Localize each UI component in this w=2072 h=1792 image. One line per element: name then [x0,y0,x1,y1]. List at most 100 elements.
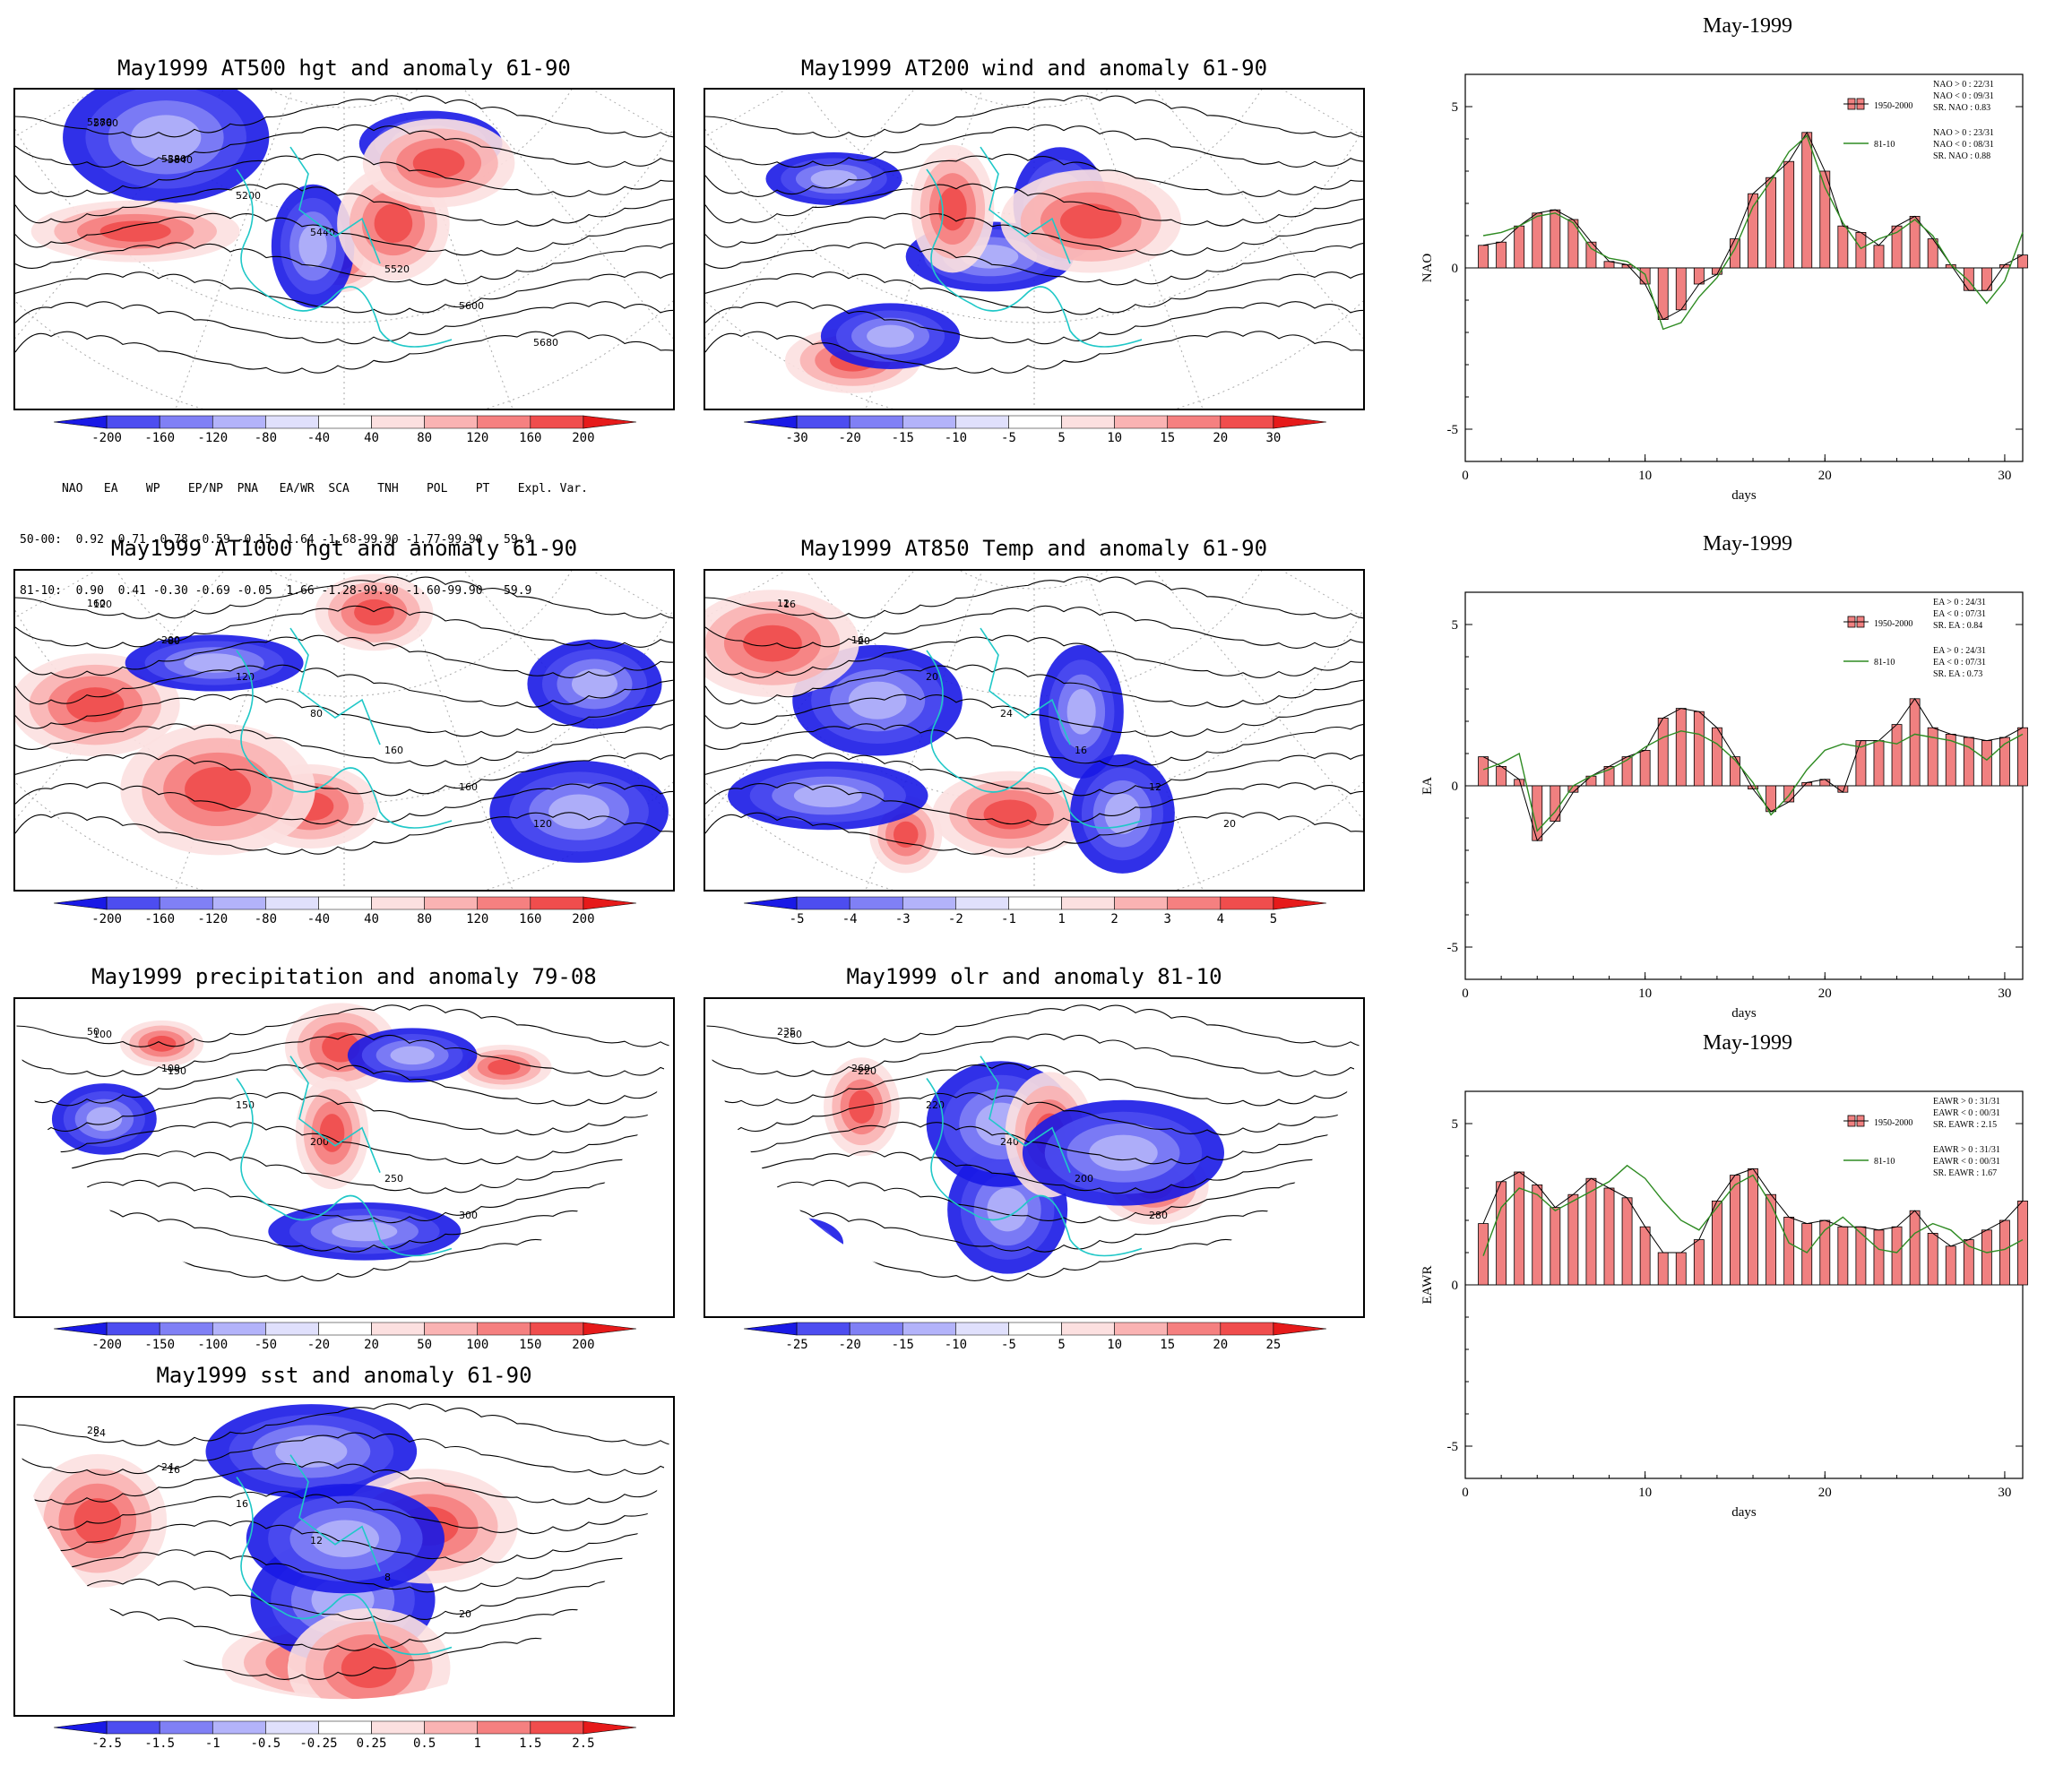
meridian-line [591,571,673,618]
colorbar-swatch [1008,415,1062,429]
colorbar-tick: 25 [1265,1338,1282,1352]
contour-label: 16 [783,599,796,610]
bar-1950-2000 [1766,177,1777,269]
colorbar-swatch [796,1322,850,1336]
colorbar-swatch [744,896,798,910]
y-tick-label: 5 [1452,1117,1459,1132]
positive-anomaly-shade [341,1647,397,1688]
colorbar-tick: 0.25 [356,1736,387,1751]
stats-81-10: NAO > 0 : 23/31 [1933,128,1994,138]
bar-1950-2000 [1675,708,1687,787]
y-axis-label: EA [1420,777,1435,795]
contour-line [15,124,673,168]
map-mpre: 5010015020025030050100150 [13,997,675,1318]
colorbar-tick: 5 [1269,912,1278,926]
colorbar-tick: -15 [891,1338,914,1352]
bar-1950-2000 [1532,1185,1543,1286]
contour-line [705,1121,1363,1165]
bar-1950-2000 [1927,1232,1938,1286]
map-canvas-mpre: 5010015020025030050100150 [15,999,673,1316]
contour-line [15,242,673,286]
colorbar-tick: -20 [838,431,861,445]
contour-label: 280 [1149,1210,1168,1221]
colorbar-tick: 160 [519,431,542,445]
negative-anomaly-shade [1089,1134,1158,1171]
outside-domain-mask [15,1398,673,1715]
legend-label-1950-2000: 1950-2000 [1874,619,1912,629]
stats-1950-2000: EAWR < 0 : 00/31 [1933,1108,2000,1118]
x-tick-label: 10 [1638,1486,1652,1500]
coastline [289,1055,381,1174]
colorbar-tick: -1 [204,1736,220,1751]
stats-81-10: SR. NAO : 0.88 [1933,151,1990,161]
contour-label: 20 [926,671,938,683]
colorbar-swatch [583,896,636,910]
bar-1950-2000 [1675,267,1687,311]
colorbar-tick: 120 [466,431,489,445]
colorbar-swatch [371,1720,425,1735]
contour-label: 12 [310,1535,323,1546]
colorbar-swatch [106,415,160,429]
contour-line [705,153,1363,197]
colorbar-tick: -2 [947,912,963,926]
meridian-line [591,90,673,137]
colorbar-tick: -25 [785,1338,808,1352]
contour-label: 200 [161,634,180,646]
positive-anomaly-shade [319,1114,345,1152]
colorbar-m1000: -200 -160 -120 -80 -40 40 80 120 160 200 [54,896,636,928]
colorbar-swatch [265,415,319,429]
contour-label: 150 [168,1065,186,1077]
bar-1950-2000 [1693,711,1705,787]
colorbar-swatch [955,1322,1009,1336]
stats-1950-2000: EA > 0 : 24/31 [1933,598,1986,607]
colorbar-swatch [1061,896,1115,910]
bar-1950-2000 [1783,160,1795,269]
contour-line [15,723,673,767]
colorbar-swatch [265,1322,319,1336]
stats-81-10: SR. EAWR : 1.67 [1933,1168,1997,1178]
contour-line [705,1033,1363,1077]
contour-line [705,124,1363,168]
coastline [236,650,453,829]
line-81-10 [1482,730,2024,832]
colorbar-msst: -2.5 -1.5 -1 -0.5 -0.25 0.25 0.5 1 1.5 2.5 [54,1720,636,1753]
colorbar-tick: -0.25 [299,1736,338,1751]
contour-line [15,1004,673,1047]
colorbar-tick: 150 [519,1338,542,1352]
bar-1950-2000 [1801,132,1813,269]
contour-label: 5380 [161,153,186,165]
meridian-line [1282,571,1363,618]
contour-line [15,212,673,256]
colorbar-swatch [371,896,425,910]
colorbar-m200: -30 -20 -15 -10 -5 5 10 15 20 30 [744,415,1326,447]
contour-label: 28 [87,1425,99,1436]
contour-line [15,1491,673,1535]
bar-1950-2000 [1657,1252,1669,1286]
contour-line [705,1092,1363,1136]
colorbar-tick: -160 [144,431,176,445]
positive-anomaly-shade [1059,203,1122,239]
colorbar-swatch [1167,896,1222,910]
contour-label: 120 [533,818,552,830]
colorbar-tick: 200 [572,912,595,926]
contour-line [15,1520,673,1564]
map-m500: 5280 5380 5200 5440 5520 5600 5680 5760 5840 [13,88,675,410]
line-1950-2000 [1482,1167,2024,1254]
outside-domain-mask [705,999,1363,1316]
x-axis-label: days [1731,488,1757,503]
contour-label: 24 [93,1427,106,1439]
colorbar-swatch [1008,896,1062,910]
contour-label: 20 [1223,818,1236,830]
colorbar-swatch [1114,415,1169,429]
contour-label: 120 [93,599,112,610]
colorbar-tick: 15 [1160,431,1176,445]
colorbar-swatch [1114,896,1169,910]
coastline [980,146,1071,264]
bar-1950-2000 [1532,212,1543,269]
colorbar-swatch [955,896,1009,910]
colorbar-swatch [1061,1322,1115,1336]
bar-1950-2000 [1621,756,1633,787]
positive-anomaly-shade [354,599,394,625]
bar-1950-2000 [1837,1226,1849,1286]
colorbar-swatch [424,1322,479,1336]
